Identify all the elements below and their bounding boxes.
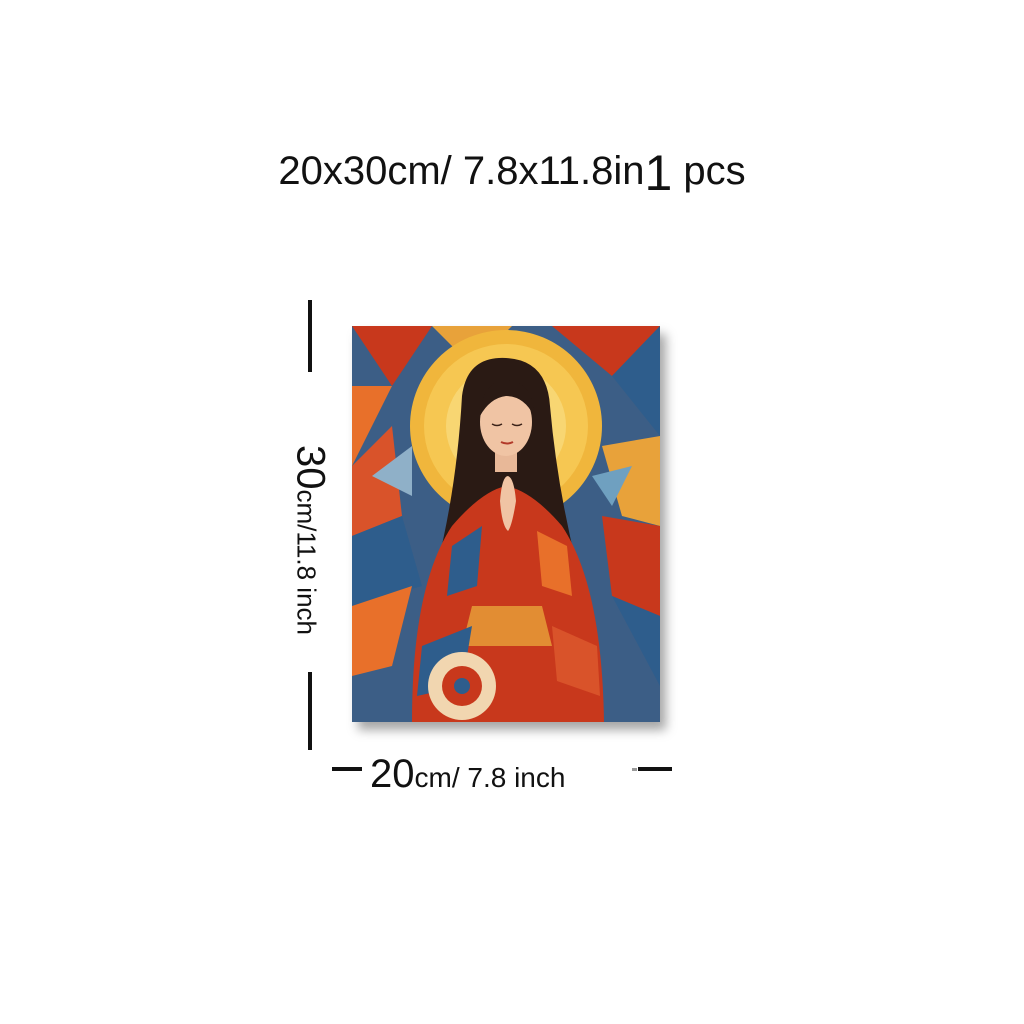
canvas-print-artwork [352, 326, 660, 722]
width-number: 20 [370, 752, 415, 796]
artwork-illustration [352, 326, 660, 722]
quantity-unit: pcs [672, 149, 745, 193]
height-dimension-line-top [308, 300, 312, 372]
width-unit-text: cm/ 7.8 inch [415, 762, 566, 793]
small-mark [632, 768, 637, 771]
size-text: 20x30cm/ 7.8x11.8in [278, 149, 644, 193]
height-label: 30cm/11.8 inch [288, 445, 333, 635]
width-label: 20cm/ 7.8 inch [370, 752, 565, 797]
width-dimension-line-left [332, 767, 362, 771]
height-number: 30 [289, 445, 333, 490]
height-dimension-line-bottom [308, 672, 312, 750]
product-size-headline: 20x30cm/ 7.8x11.8in1 pcs [0, 138, 1024, 196]
width-dimension-line-right [638, 767, 672, 771]
height-unit-text: cm/11.8 inch [292, 490, 322, 635]
quantity-number: 1 [644, 145, 672, 201]
